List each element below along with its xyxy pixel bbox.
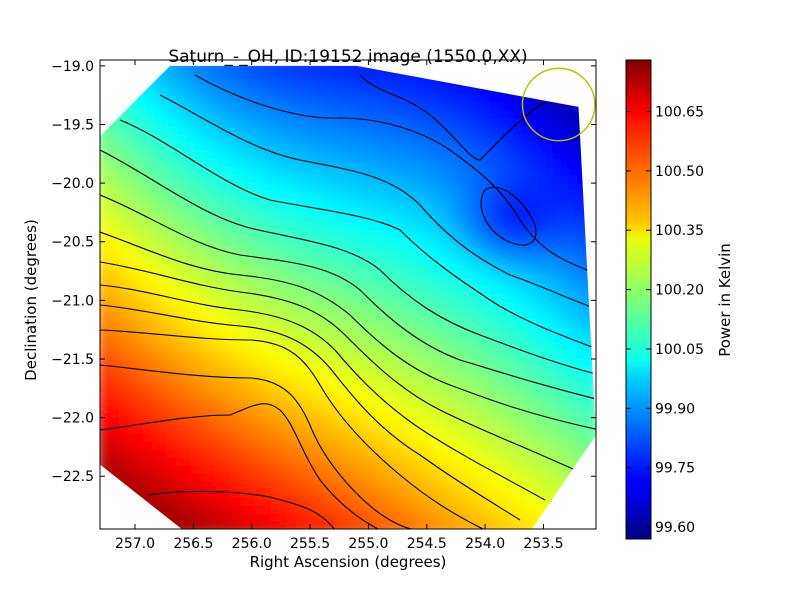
colorbar-tick-label: 99.90 [655, 401, 695, 417]
colorbar-tick-label: 99.75 [655, 461, 695, 477]
y-tick-label: −20.5 [51, 235, 94, 251]
y-tick-label: −19.5 [51, 117, 94, 133]
x-axis-label: Right Ascension (degrees) [250, 553, 447, 571]
colorbar-tick-label: 100.20 [655, 283, 704, 299]
colorbar-ticks: 99.60 99.75 99.90 100.05 100.20 100.35 100.50 1… [626, 104, 704, 536]
y-tick-label: −21.5 [51, 352, 94, 368]
colorbar-tick-label: 100.50 [655, 164, 704, 180]
chart-title: Saturn_-_OH, ID:19152 image (1550.0,XX) [168, 47, 527, 67]
plot-frame [99, 59, 597, 530]
x-tick-label: 255.0 [348, 536, 388, 552]
x-tick-label: 256.5 [173, 536, 213, 552]
y-tick-label: −19.0 [51, 59, 94, 75]
y-axis-label: Declination (degrees) [22, 219, 40, 381]
x-tick-label: 254.0 [465, 536, 505, 552]
y-tick-label: −21.0 [51, 293, 94, 309]
colorbar-tick-label: 100.05 [655, 342, 704, 358]
beam-marker [521, 67, 596, 142]
colorbar-label: Power in Kelvin [716, 243, 734, 357]
colorbar-tick-label: 100.35 [655, 223, 704, 239]
y-tick-label: −22.5 [51, 469, 94, 485]
heatmap-area [100, 65, 596, 529]
x-tick-label: 257.0 [115, 536, 155, 552]
x-tick-label: 253.5 [523, 536, 563, 552]
x-tick-label: 256.0 [232, 536, 272, 552]
contour-lines [100, 74, 596, 529]
y-tick-label: −20.0 [51, 176, 94, 192]
x-tick-label: 254.5 [407, 536, 447, 552]
colorbar-tick-label: 100.65 [655, 104, 704, 120]
x-axis-ticks: 257.0 256.5 256.0 255.5 255.0 254.5 254.0 253.5 [115, 60, 564, 552]
colorbar-tick-label: 99.60 [655, 520, 695, 536]
y-tick-label: −22.0 [51, 411, 94, 427]
colorbar [625, 59, 652, 540]
x-tick-label: 255.5 [290, 536, 330, 552]
y-axis-ticks: −19.0 −19.5 −20.0 −20.5 −21.0 −21.5 −22.0 −22.5 [51, 59, 596, 485]
